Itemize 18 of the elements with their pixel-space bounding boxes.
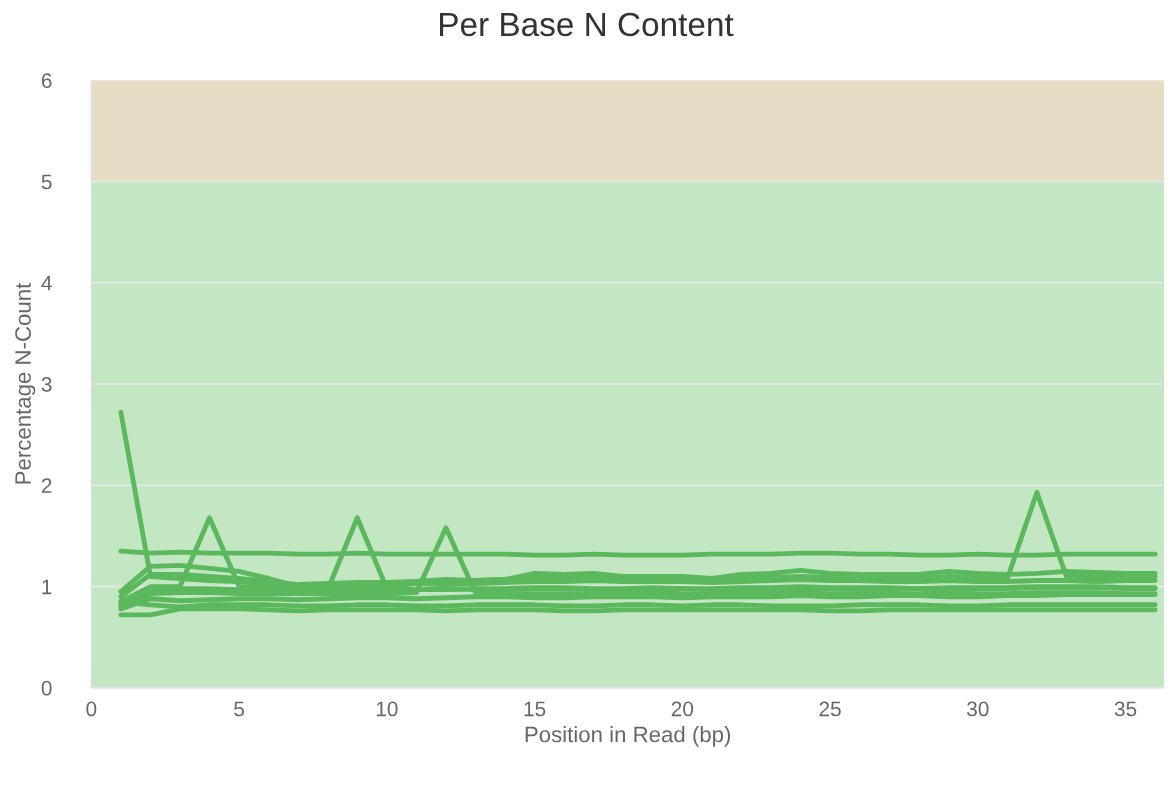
y-tick-label: 4 — [41, 276, 52, 291]
x-tick-label: 15 — [524, 701, 546, 717]
y-tick-label: 2 — [41, 478, 52, 493]
x-tick-label: 35 — [1114, 701, 1137, 717]
y-tick-label: 5 — [41, 174, 52, 190]
x-tick-label: 30 — [967, 701, 989, 717]
x-tick-label: 20 — [671, 701, 694, 717]
chart-title: Per Base N Content — [440, 12, 734, 37]
y-tick-label: 0 — [41, 680, 52, 696]
x-tick-label: 0 — [86, 701, 97, 717]
y-tick-label: 3 — [41, 377, 52, 392]
x-tick-label: 5 — [234, 701, 244, 717]
x-tick-label: 10 — [376, 701, 398, 717]
x-axis-title: Position in Read (bp) — [525, 726, 731, 747]
y-axis-title: Percentage N-Count — [15, 282, 36, 484]
y-tick-label: 6 — [41, 73, 52, 89]
y-tick-label: 1 — [42, 579, 52, 595]
x-tick-label: 25 — [819, 701, 841, 717]
